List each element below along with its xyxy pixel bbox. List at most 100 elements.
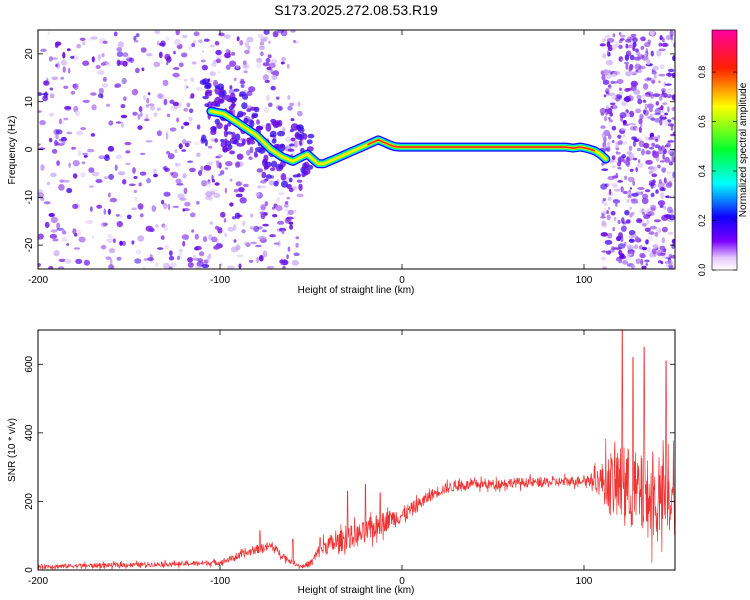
scatter-blob <box>62 179 70 183</box>
colorbar-tick-label: 0.2 <box>697 214 707 227</box>
scatter-blob <box>617 243 626 249</box>
scatter-blob <box>82 99 90 103</box>
scatter-blob <box>258 255 264 262</box>
scatter-blob <box>264 178 269 182</box>
scatter-blob <box>72 203 79 209</box>
scatter-blob <box>101 83 109 88</box>
scatter-blob <box>103 208 107 215</box>
scatter-blob <box>602 52 607 59</box>
scatter-blob <box>607 232 613 239</box>
scatter-blob <box>214 182 220 186</box>
scatter-blob <box>220 262 223 267</box>
scatter-blob <box>242 60 247 66</box>
scatter-blob <box>285 216 290 222</box>
scatter-blob <box>96 204 103 209</box>
scatter-blob <box>607 175 615 181</box>
scatter-blob <box>661 249 666 252</box>
scatter-blob <box>257 185 262 189</box>
scatter-blob <box>651 142 655 147</box>
scatter-blob <box>250 106 258 111</box>
scatter-blob <box>261 171 267 179</box>
scatter-blob <box>190 93 195 99</box>
scatter-blob <box>115 154 123 160</box>
scatter-blob <box>193 31 200 37</box>
scatter-blob <box>659 64 665 69</box>
scatter-blob <box>100 244 107 250</box>
scatter-blob <box>201 50 204 53</box>
scatter-blob <box>236 36 240 42</box>
scatter-blob <box>224 34 231 39</box>
scatter-blob <box>179 197 187 201</box>
scatter-blob <box>183 187 188 195</box>
scatter-blob <box>164 167 170 172</box>
scatter-blob <box>242 64 248 69</box>
scatter-blob <box>169 99 175 105</box>
scatter-blob <box>72 228 77 235</box>
scatter-blob <box>125 162 131 166</box>
scatter-blob <box>95 178 103 184</box>
scatter-blob <box>91 104 97 111</box>
scatter-blob <box>664 156 670 163</box>
scatter-blob <box>269 130 277 138</box>
scatter-blob <box>287 105 293 111</box>
scatter-blob <box>49 112 54 117</box>
scatter-blob <box>281 180 288 188</box>
scatter-blob <box>259 41 264 46</box>
scatter-blob <box>671 243 675 249</box>
scatter-blob <box>669 30 674 37</box>
scatter-blob <box>54 41 62 46</box>
scatter-blob <box>56 62 60 69</box>
scatter-blob <box>603 266 607 269</box>
scatter-blob <box>628 152 635 160</box>
scatter-blob <box>611 44 616 49</box>
scatter-blob <box>181 52 188 58</box>
scatter-blob <box>102 40 108 44</box>
scatter-blob <box>116 256 122 261</box>
scatter-blob <box>624 54 630 61</box>
scatter-blob <box>119 215 123 218</box>
scatter-blob <box>659 160 665 163</box>
scatter-blob <box>229 97 238 102</box>
scatter-blob <box>615 203 618 207</box>
scatter-blob <box>670 38 675 43</box>
scatter-blob <box>145 113 149 120</box>
scatter-blob <box>151 205 157 212</box>
scatter-blob <box>178 248 183 253</box>
scatter-blob <box>191 229 195 233</box>
scatter-blob <box>655 138 659 142</box>
scatter-blob <box>260 51 264 57</box>
scatter-blob <box>603 94 607 98</box>
scatter-blob <box>115 121 122 124</box>
scatter-blob <box>300 166 306 173</box>
scatter-blob <box>126 214 132 220</box>
scatter-blob <box>197 258 204 263</box>
scatter-blob <box>622 141 628 145</box>
scatter-blob <box>609 102 616 106</box>
scatter-blob <box>217 98 225 104</box>
scatter-blob <box>55 64 58 67</box>
scatter-blob <box>265 57 271 64</box>
scatter-blob <box>667 88 674 93</box>
scatter-blob <box>255 244 262 248</box>
scatter-blob <box>631 233 637 239</box>
scatter-blob <box>183 107 189 112</box>
scatter-blob <box>165 133 169 140</box>
scatter-blob <box>654 118 661 123</box>
scatter-blob <box>637 159 641 164</box>
scatter-blob <box>642 193 649 200</box>
scatter-blob <box>608 119 613 123</box>
scatter-blob <box>215 49 222 56</box>
scatter-blob <box>643 52 648 57</box>
scatter-blob <box>615 41 619 48</box>
scatter-blob <box>640 45 645 50</box>
scatter-blob <box>652 65 659 71</box>
scatter-blob <box>238 263 242 269</box>
scatter-blob <box>662 114 666 118</box>
scatter-blob <box>615 150 619 155</box>
scatter-blob <box>49 233 58 239</box>
scatter-blob <box>158 51 163 58</box>
scatter-blob <box>205 196 212 201</box>
scatter-blob <box>157 247 164 250</box>
scatter-blob <box>632 140 637 147</box>
